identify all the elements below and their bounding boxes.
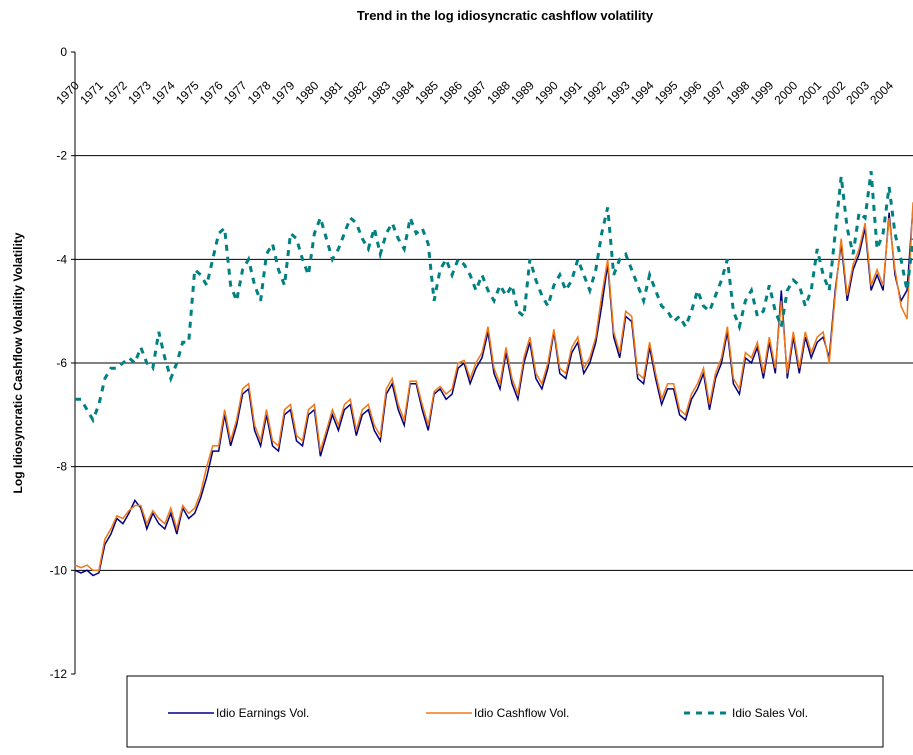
x-tick-label: 1975 xyxy=(173,78,202,107)
chart-title: Trend in the log idiosyncratic cashflow … xyxy=(357,8,654,23)
x-tick-label: 1992 xyxy=(580,78,609,107)
x-tick-label: 1979 xyxy=(269,78,298,107)
x-tick-label: 1978 xyxy=(245,78,274,107)
x-tick-label: 1990 xyxy=(532,78,561,107)
x-tick-label: 2001 xyxy=(795,78,824,107)
x-tick-label: 1974 xyxy=(149,78,178,107)
x-tick-label: 1988 xyxy=(484,78,513,107)
x-tick-label: 1995 xyxy=(652,78,681,107)
x-tick-label: 1973 xyxy=(125,78,154,107)
x-tick-label: 1997 xyxy=(700,78,729,107)
x-tick-label: 2000 xyxy=(772,78,801,107)
x-tick-label: 1991 xyxy=(556,78,585,107)
y-tick-label: -2 xyxy=(56,149,67,163)
x-tick-label: 1989 xyxy=(508,78,537,107)
y-tick-label: -6 xyxy=(56,356,67,370)
x-tick-label: 1972 xyxy=(101,78,130,107)
legend-box xyxy=(126,675,884,748)
series-line xyxy=(74,202,913,572)
x-tick-label: 1985 xyxy=(412,78,441,107)
x-tick-label: 1986 xyxy=(436,78,465,107)
y-tick-label: -8 xyxy=(56,460,67,474)
x-tick-label: 1993 xyxy=(604,78,633,107)
series-line xyxy=(74,207,913,577)
y-tick-label: -10 xyxy=(50,563,68,577)
x-tick-label: 1994 xyxy=(628,78,657,107)
x-tick-label: 1998 xyxy=(724,78,753,107)
x-tick-label: 1971 xyxy=(77,78,106,107)
x-tick-label: 1976 xyxy=(197,78,226,107)
legend-label: Idio Sales Vol. xyxy=(732,706,808,720)
legend-label: Idio Earnings Vol. xyxy=(216,706,309,720)
y-tick-label: -12 xyxy=(50,667,68,681)
x-tick-label: 1977 xyxy=(221,78,250,107)
series-line xyxy=(75,171,913,424)
x-tick-label: 1987 xyxy=(460,78,489,107)
x-tick-label: 1982 xyxy=(341,78,370,107)
x-tick-label: 1970 xyxy=(53,78,82,107)
x-tick-label: 1983 xyxy=(364,78,393,107)
x-tick-label: 2003 xyxy=(843,78,872,107)
x-tick-label: 2002 xyxy=(819,78,848,107)
x-tick-label: 1999 xyxy=(748,78,777,107)
x-tick-label: 1981 xyxy=(317,78,346,107)
y-axis-label: Log Idiosyncratic Cashflow Volatility Vo… xyxy=(11,232,25,493)
y-tick-label: 0 xyxy=(60,45,67,59)
x-tick-label: 1996 xyxy=(676,78,705,107)
x-tick-label: 2004 xyxy=(867,78,896,107)
y-tick-label: -4 xyxy=(56,252,67,266)
legend-label: Idio Cashflow Vol. xyxy=(474,706,569,720)
x-tick-label: 1984 xyxy=(388,78,417,107)
x-tick-label: 1980 xyxy=(293,78,322,107)
